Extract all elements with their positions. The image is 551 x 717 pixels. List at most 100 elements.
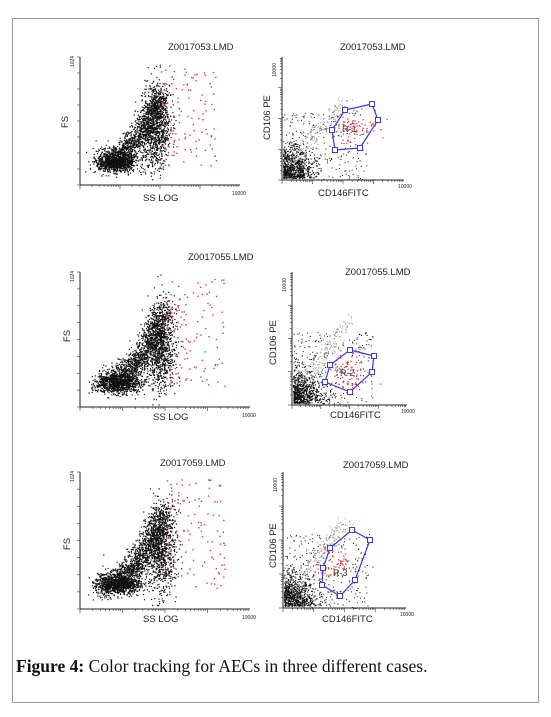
- event-dot: [100, 380, 102, 382]
- event-dot: [350, 141, 352, 143]
- event-dot: [144, 79, 146, 82]
- event-dot: [302, 123, 304, 125]
- event-dot: [137, 160, 140, 162]
- event-dot: [287, 175, 289, 177]
- event-dot: [100, 383, 103, 386]
- event-dot: [163, 97, 166, 100]
- event-dot: [155, 91, 157, 93]
- event-dot: [133, 141, 135, 143]
- event-dot: [302, 177, 304, 180]
- event-dot: [306, 142, 308, 144]
- event-dot: [284, 170, 286, 172]
- event-dot: [154, 117, 156, 119]
- event-dot: [309, 123, 311, 125]
- event-dot: [151, 115, 153, 117]
- event-dot: [152, 145, 154, 147]
- event-dot: [152, 346, 154, 348]
- event-dot: [151, 87, 153, 89]
- event-dot: [320, 170, 322, 172]
- event-dot: [149, 133, 151, 135]
- event-dot: [347, 161, 349, 163]
- event-dot: [145, 139, 147, 141]
- event-dot: [145, 327, 148, 329]
- event-dot: [121, 169, 123, 171]
- event-dot: [148, 110, 150, 112]
- event-dot: [317, 123, 319, 125]
- event-dot: [288, 163, 290, 165]
- event-dot: [151, 107, 153, 109]
- event-dot: [118, 167, 121, 169]
- event-dot: [168, 164, 170, 166]
- event-dot: [167, 95, 169, 97]
- event-dot: [126, 165, 128, 167]
- event-dot: [150, 137, 152, 139]
- event-dot: [141, 129, 143, 131]
- event-dot: [158, 93, 160, 95]
- event-dot: [111, 162, 114, 164]
- event-dot: [142, 121, 144, 123]
- event-dot: [161, 116, 163, 118]
- event-dot: [122, 159, 124, 161]
- event-dot: [114, 372, 117, 374]
- event-dot: [155, 143, 157, 145]
- event-dot: [296, 169, 298, 172]
- event-dot: [132, 155, 135, 157]
- event-dot: [343, 125, 345, 127]
- event-dot: [157, 161, 159, 163]
- event-dot: [191, 117, 193, 119]
- event-dot: [105, 383, 107, 385]
- event-dot: [165, 100, 167, 102]
- event-dot: [148, 119, 150, 121]
- event-dot: [345, 154, 347, 156]
- event-dot: [285, 134, 288, 136]
- event-dot: [111, 159, 113, 161]
- event-dot: [157, 154, 159, 156]
- event-dot: [155, 122, 157, 124]
- event-dot: [99, 384, 101, 386]
- event-dot: [355, 112, 357, 114]
- event-dot: [159, 106, 162, 108]
- event-dot: [151, 121, 153, 123]
- event-dot: [131, 155, 133, 157]
- event-dot: [153, 115, 155, 117]
- event-dot: [149, 117, 151, 119]
- event-dot: [350, 131, 352, 133]
- event-dot: [336, 124, 338, 126]
- event-dot: [148, 125, 150, 127]
- event-dot: [158, 170, 161, 172]
- event-dot: [150, 126, 152, 128]
- event-dot: [283, 176, 285, 178]
- event-dot: [164, 324, 166, 326]
- event-dot: [130, 142, 132, 144]
- event-dot: [359, 178, 361, 180]
- event-dot: [112, 163, 114, 165]
- event-dot: [307, 148, 309, 150]
- event-dot: [127, 156, 129, 158]
- event-dot: [157, 134, 159, 137]
- event-dot: [122, 133, 124, 135]
- event-dot: [284, 168, 286, 170]
- event-dot: [337, 98, 339, 100]
- event-dot: [184, 68, 186, 70]
- event-dot: [158, 134, 160, 137]
- event-dot: [304, 177, 306, 179]
- event-dot: [163, 122, 165, 124]
- event-dot: [141, 115, 143, 118]
- event-dot: [327, 162, 329, 164]
- event-dot: [317, 165, 319, 167]
- event-dot: [106, 157, 109, 159]
- event-dot: [165, 153, 167, 156]
- event-dot: [320, 130, 322, 132]
- event-dot: [283, 155, 285, 157]
- event-dot: [320, 155, 322, 157]
- event-dot: [154, 137, 157, 139]
- event-dot: [144, 119, 146, 121]
- event-dot: [154, 140, 157, 143]
- event-dot: [290, 167, 292, 169]
- event-dot: [142, 108, 144, 110]
- event-dot: [142, 115, 145, 117]
- event-dot: [140, 135, 142, 137]
- event-dot: [158, 131, 160, 133]
- event-dot: [154, 105, 157, 108]
- event-dot: [135, 156, 137, 158]
